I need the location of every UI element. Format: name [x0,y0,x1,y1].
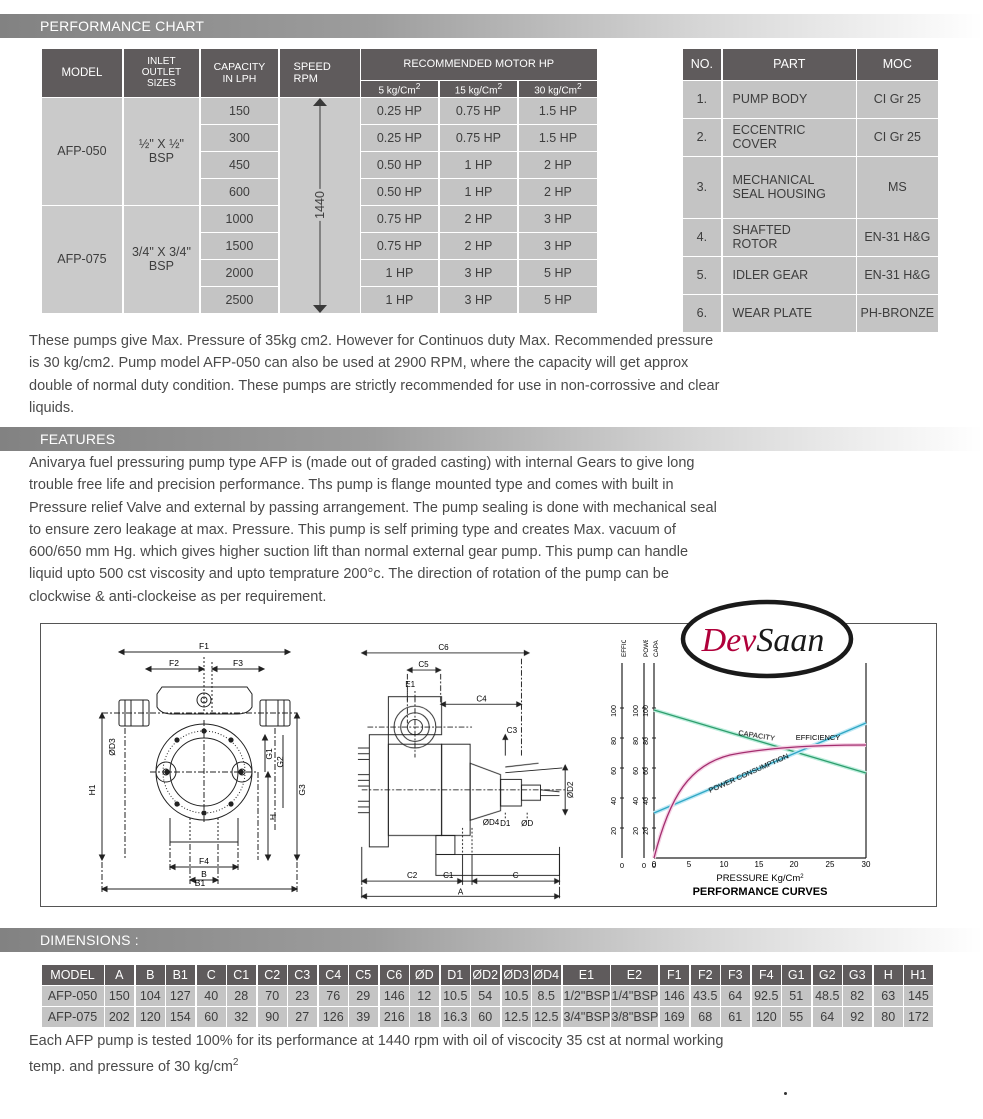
svg-text:5: 5 [687,860,692,869]
svg-text:25: 25 [826,860,835,869]
svg-text:D1: D1 [500,819,511,828]
svg-text:80: 80 [611,737,618,745]
svg-text:C6: C6 [438,643,449,652]
svg-text:C4: C4 [476,694,487,703]
svg-text:0: 0 [620,861,624,870]
svg-text:G3: G3 [297,784,307,796]
svg-text:0: 0 [642,861,646,870]
svg-text:F2: F2 [169,658,179,668]
svg-text:C3: C3 [507,726,518,735]
svg-text:ØD: ØD [521,819,533,828]
svg-text:C5: C5 [418,660,429,669]
svg-text:G1: G1 [264,748,274,760]
svg-text:20: 20 [790,860,799,869]
svg-text:C2: C2 [407,871,418,880]
svg-text:20: 20 [611,827,618,835]
svg-text:A: A [458,887,464,896]
svg-text:PRESSURE Kg/Cm2: PRESSURE Kg/Cm2 [716,873,804,884]
svg-text:C1: C1 [443,871,454,880]
svg-text:ØD4: ØD4 [483,818,500,827]
svg-text:100: 100 [633,705,640,717]
svg-text:F1: F1 [199,641,209,651]
svg-text:ØD3: ØD3 [107,738,117,756]
svg-text:H1: H1 [87,784,97,795]
svg-text:CAPACITY: CAPACITY [653,640,660,657]
svg-text:30: 30 [862,860,871,869]
svg-text:H: H [268,814,278,820]
svg-text:20: 20 [633,827,640,835]
svg-text:F4: F4 [199,856,209,866]
svg-text:60: 60 [611,767,618,775]
svg-text:15: 15 [755,860,764,869]
svg-text:60: 60 [633,767,640,775]
svg-text:G2: G2 [275,756,285,768]
svg-text:POWER CON.: POWER CON. [643,640,650,657]
svg-text:40: 40 [611,797,618,805]
svg-text:EFFICIENCY: EFFICIENCY [621,640,628,657]
svg-text:10: 10 [720,860,729,869]
svg-text:B1: B1 [195,878,206,888]
svg-text:E1: E1 [405,680,415,689]
svg-text:F3: F3 [233,658,243,668]
svg-text:C: C [513,871,519,880]
svg-text:EFFICIENCY: EFFICIENCY [796,733,841,742]
svg-text:0: 0 [652,860,657,869]
svg-text:PERFORMANCE CURVES: PERFORMANCE CURVES [693,886,828,898]
svg-text:100: 100 [643,705,650,717]
svg-text:100: 100 [611,705,618,717]
svg-text:40: 40 [633,797,640,805]
svg-text:80: 80 [633,737,640,745]
svg-text:ØD2: ØD2 [566,781,575,798]
